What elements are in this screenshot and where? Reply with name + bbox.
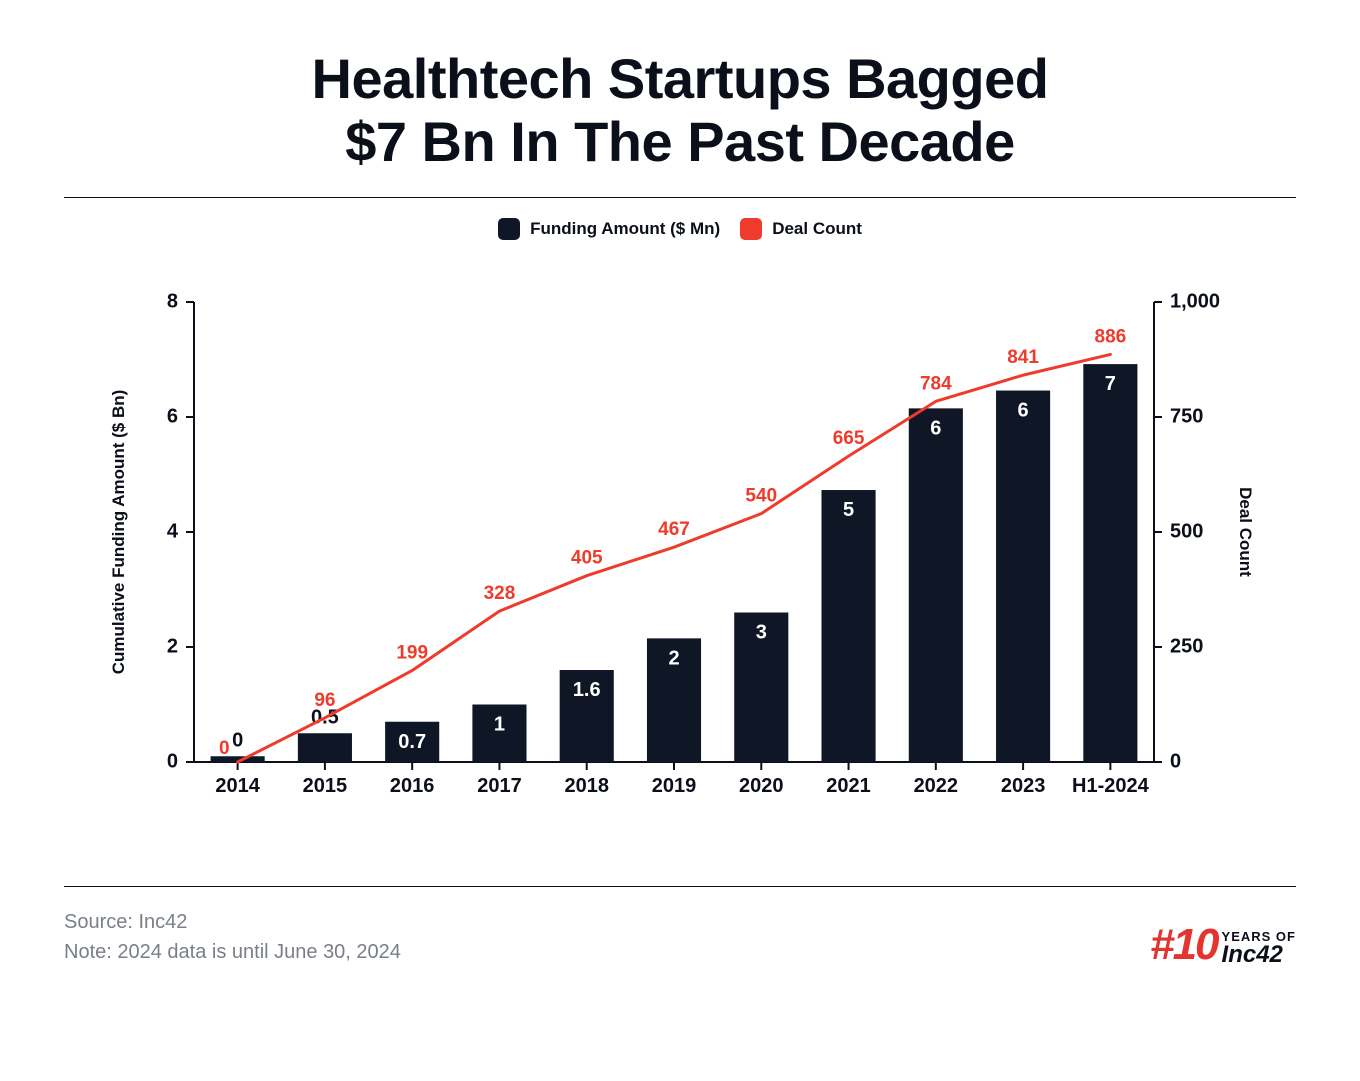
svg-text:199: 199 [396, 643, 428, 664]
svg-text:Deal Count: Deal Count [1236, 488, 1255, 578]
svg-text:500: 500 [1170, 521, 1203, 543]
svg-text:6: 6 [1018, 400, 1029, 422]
legend-label-deal: Deal Count [772, 219, 862, 239]
svg-text:784: 784 [920, 374, 952, 395]
page-title: Healthtech Startups Bagged $7 Bn In The … [64, 48, 1296, 173]
svg-text:H1-2024: H1-2024 [1072, 775, 1150, 797]
footer-note: Note: 2024 data is until June 30, 2024 [64, 937, 401, 967]
legend-item-funding: Funding Amount ($ Mn) [498, 218, 720, 240]
svg-text:250: 250 [1170, 636, 1203, 658]
svg-text:328: 328 [484, 584, 516, 605]
svg-text:750: 750 [1170, 406, 1203, 428]
svg-text:0: 0 [219, 738, 230, 759]
svg-text:2019: 2019 [652, 775, 697, 797]
svg-text:405: 405 [571, 548, 603, 569]
brand-logo: #10 YEARS OF Inc42 [1150, 923, 1296, 967]
svg-text:5: 5 [843, 499, 854, 521]
svg-text:665: 665 [833, 429, 865, 450]
svg-text:8: 8 [167, 291, 178, 313]
svg-text:2020: 2020 [739, 775, 784, 797]
legend-label-funding: Funding Amount ($ Mn) [530, 219, 720, 239]
brand-hash10: #10 [1150, 923, 1217, 967]
svg-text:3: 3 [756, 622, 767, 644]
svg-text:6: 6 [167, 406, 178, 428]
chart-container: 0246802505007501,00020142015201620172018… [64, 282, 1296, 842]
svg-text:540: 540 [745, 486, 777, 507]
svg-text:2: 2 [167, 636, 178, 658]
svg-text:2022: 2022 [914, 775, 959, 797]
svg-text:2017: 2017 [477, 775, 522, 797]
svg-text:2018: 2018 [564, 775, 609, 797]
legend-item-deal: Deal Count [740, 218, 862, 240]
svg-text:2021: 2021 [826, 775, 871, 797]
svg-text:Cumulative Funding Amount ($ B: Cumulative Funding Amount ($ Bn) [109, 390, 128, 675]
title-line-1: Healthtech Startups Bagged [312, 47, 1049, 110]
brand-inc42: Inc42 [1222, 943, 1296, 967]
svg-text:2023: 2023 [1001, 775, 1045, 797]
brand-stack: YEARS OF Inc42 [1222, 930, 1296, 967]
svg-text:2014: 2014 [215, 775, 260, 797]
combo-chart: 0246802505007501,00020142015201620172018… [64, 282, 1264, 818]
svg-text:96: 96 [314, 690, 335, 711]
title-line-2: $7 Bn In The Past Decade [345, 110, 1015, 173]
svg-text:2015: 2015 [303, 775, 348, 797]
svg-text:6: 6 [930, 418, 941, 440]
svg-text:2: 2 [668, 648, 679, 670]
svg-text:1.6: 1.6 [573, 679, 601, 701]
footer-meta: Source: Inc42 Note: 2024 data is until J… [64, 907, 401, 967]
svg-text:1: 1 [494, 714, 505, 736]
svg-text:1,000: 1,000 [1170, 291, 1220, 313]
footer-source: Source: Inc42 [64, 907, 401, 937]
svg-text:0.7: 0.7 [398, 731, 426, 753]
svg-text:467: 467 [658, 520, 690, 541]
svg-text:886: 886 [1095, 327, 1127, 348]
legend-swatch-deal [740, 218, 762, 240]
svg-text:0: 0 [232, 730, 243, 752]
svg-text:841: 841 [1007, 348, 1039, 369]
chart-legend: Funding Amount ($ Mn) Deal Count [64, 218, 1296, 240]
footer-divider [64, 886, 1296, 887]
svg-text:7: 7 [1105, 374, 1116, 396]
footer: Source: Inc42 Note: 2024 data is until J… [64, 907, 1296, 967]
svg-text:0: 0 [167, 751, 178, 773]
page: Healthtech Startups Bagged $7 Bn In The … [0, 0, 1360, 1081]
legend-swatch-funding [498, 218, 520, 240]
svg-text:0: 0 [1170, 751, 1181, 773]
svg-text:2016: 2016 [390, 775, 435, 797]
svg-text:4: 4 [167, 521, 179, 543]
title-divider [64, 197, 1296, 198]
